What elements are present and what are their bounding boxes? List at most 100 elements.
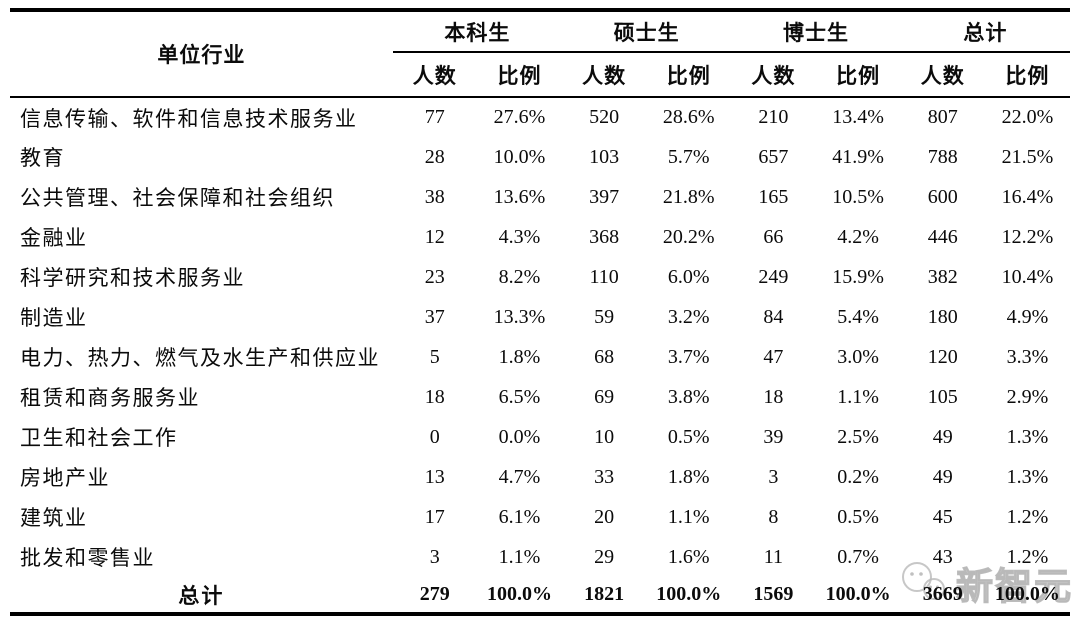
value-cell: 3.0%: [837, 345, 879, 368]
value-cell: 10: [594, 425, 615, 448]
total-value-cell: 1821: [584, 583, 625, 605]
value-cell: 13.6%: [493, 185, 546, 208]
value-cell: 10.0%: [493, 145, 546, 168]
table-row: 建筑业 17 6.1% 20 1.1% 8 0.5% 45 1.2%: [10, 497, 1070, 537]
value-cell: 10.5%: [832, 185, 884, 208]
value-cell: 0.5%: [667, 425, 710, 448]
subheader-ratio: 比例: [815, 52, 901, 98]
value-cell: 13: [424, 465, 445, 488]
value-cell: 1.1%: [498, 545, 541, 568]
total-label: 总计: [178, 583, 225, 608]
value-cell: 788: [927, 145, 958, 168]
value-cell: 3.2%: [667, 305, 710, 328]
value-cell: 27.6%: [493, 106, 546, 128]
value-cell: 68: [594, 345, 615, 368]
subheader-count: 人数: [900, 52, 985, 98]
value-cell: 1.3%: [1006, 425, 1049, 448]
industry-cell: 建筑业: [20, 506, 88, 530]
value-cell: 20.2%: [662, 225, 715, 248]
value-cell: 1.1%: [837, 385, 879, 408]
table-row: 制造业 37 13.3% 59 3.2% 84 5.4% 180 4.9%: [10, 297, 1070, 337]
industry-cell: 房地产业: [20, 466, 110, 490]
value-cell: 397: [589, 185, 620, 208]
table-row: 卫生和社会工作 0 0.0% 10 0.5% 39 2.5% 49 1.3%: [10, 417, 1070, 457]
total-value-cell: 3669: [922, 583, 963, 605]
value-cell: 103: [589, 145, 620, 168]
table-row: 科学研究和技术服务业 23 8.2% 110 6.0% 249 15.9% 38…: [10, 257, 1070, 297]
value-cell: 21.8%: [662, 185, 715, 208]
value-cell: 368: [589, 225, 620, 248]
table-row: 房地产业 13 4.7% 33 1.8% 3 0.2% 49 1.3%: [10, 457, 1070, 497]
value-cell: 1.8%: [667, 465, 710, 488]
value-cell: 600: [927, 185, 958, 208]
total-value-cell: 100.0%: [486, 583, 552, 605]
value-cell: 1.2%: [1006, 545, 1049, 568]
value-cell: 8.2%: [498, 265, 541, 288]
value-cell: 21.5%: [1001, 145, 1054, 168]
value-cell: 165: [758, 185, 789, 208]
value-cell: 43: [932, 545, 953, 568]
industry-cell: 批发和零售业: [20, 546, 155, 570]
value-cell: 657: [758, 145, 789, 168]
value-cell: 49: [932, 465, 953, 488]
value-cell: 18: [424, 385, 445, 408]
value-cell: 29: [594, 545, 615, 568]
value-cell: 1.3%: [1006, 465, 1049, 488]
value-cell: 28.6%: [662, 106, 715, 128]
subheader-ratio: 比例: [984, 52, 1070, 98]
value-cell: 12.2%: [1001, 225, 1054, 248]
value-cell: 23: [424, 265, 445, 288]
value-cell: 110: [589, 265, 619, 288]
table-container: 单位行业 本科生 硕士生 博士生 总计 人数 比例 人数 比例 人数 比例 人数…: [10, 8, 1070, 616]
value-cell: 105: [927, 385, 958, 408]
total-value-cell: 100.0%: [825, 583, 891, 605]
value-cell: 4.3%: [498, 225, 541, 248]
column-header-industry: 单位行业: [10, 10, 393, 98]
employment-industry-table: 单位行业 本科生 硕士生 博士生 总计 人数 比例 人数 比例 人数 比例 人数…: [10, 8, 1070, 616]
table-row: 教育 28 10.0% 103 5.7% 657 41.9% 788 21.5%: [10, 137, 1070, 177]
value-cell: 22.0%: [1001, 106, 1054, 128]
value-cell: 1.6%: [667, 545, 710, 568]
value-cell: 6.0%: [667, 265, 710, 288]
column-group-total: 总计: [900, 10, 1070, 53]
value-cell: 3.3%: [1006, 345, 1049, 368]
value-cell: 210: [758, 106, 789, 128]
table-row: 批发和零售业 3 1.1% 29 1.6% 11 0.7% 43 1.2%: [10, 537, 1070, 577]
value-cell: 11: [763, 545, 784, 568]
value-cell: 13.4%: [832, 106, 884, 128]
column-group-doctoral: 博士生: [731, 10, 901, 53]
value-cell: 20: [594, 505, 615, 528]
industry-cell: 制造业: [20, 306, 88, 330]
table-row: 租赁和商务服务业 18 6.5% 69 3.8% 18 1.1% 105 2.9…: [10, 377, 1070, 417]
value-cell: 10.4%: [1001, 265, 1054, 288]
value-cell: 6.5%: [498, 385, 541, 408]
industry-cell: 电力、热力、燃气及水生产和供应业: [20, 346, 380, 370]
table-row: 公共管理、社会保障和社会组织 38 13.6% 397 21.8% 165 10…: [10, 177, 1070, 217]
value-cell: 180: [927, 305, 958, 328]
value-cell: 1.8%: [498, 345, 541, 368]
value-cell: 0: [429, 425, 440, 448]
value-cell: 1.1%: [667, 505, 710, 528]
value-cell: 0.0%: [498, 425, 541, 448]
value-cell: 84: [763, 305, 784, 328]
value-cell: 3.8%: [667, 385, 710, 408]
value-cell: 5: [429, 345, 440, 368]
table-row: 金融业 12 4.3% 368 20.2% 66 4.2% 446 12.2%: [10, 217, 1070, 257]
industry-cell: 卫生和社会工作: [20, 426, 178, 450]
value-cell: 33: [594, 465, 615, 488]
total-value-cell: 100.0%: [656, 583, 722, 605]
value-cell: 37: [424, 305, 445, 328]
value-cell: 16.4%: [1001, 185, 1054, 208]
value-cell: 4.9%: [1006, 305, 1049, 328]
value-cell: 47: [763, 345, 784, 368]
value-cell: 3: [768, 465, 779, 488]
value-cell: 3.7%: [667, 345, 710, 368]
value-cell: 45: [932, 505, 953, 528]
subheader-count: 人数: [392, 52, 477, 98]
industry-cell: 租赁和商务服务业: [20, 386, 200, 410]
value-cell: 5.4%: [837, 305, 879, 328]
value-cell: 41.9%: [832, 145, 884, 168]
value-cell: 120: [927, 345, 958, 368]
value-cell: 1.2%: [1006, 505, 1049, 528]
value-cell: 49: [932, 425, 953, 448]
